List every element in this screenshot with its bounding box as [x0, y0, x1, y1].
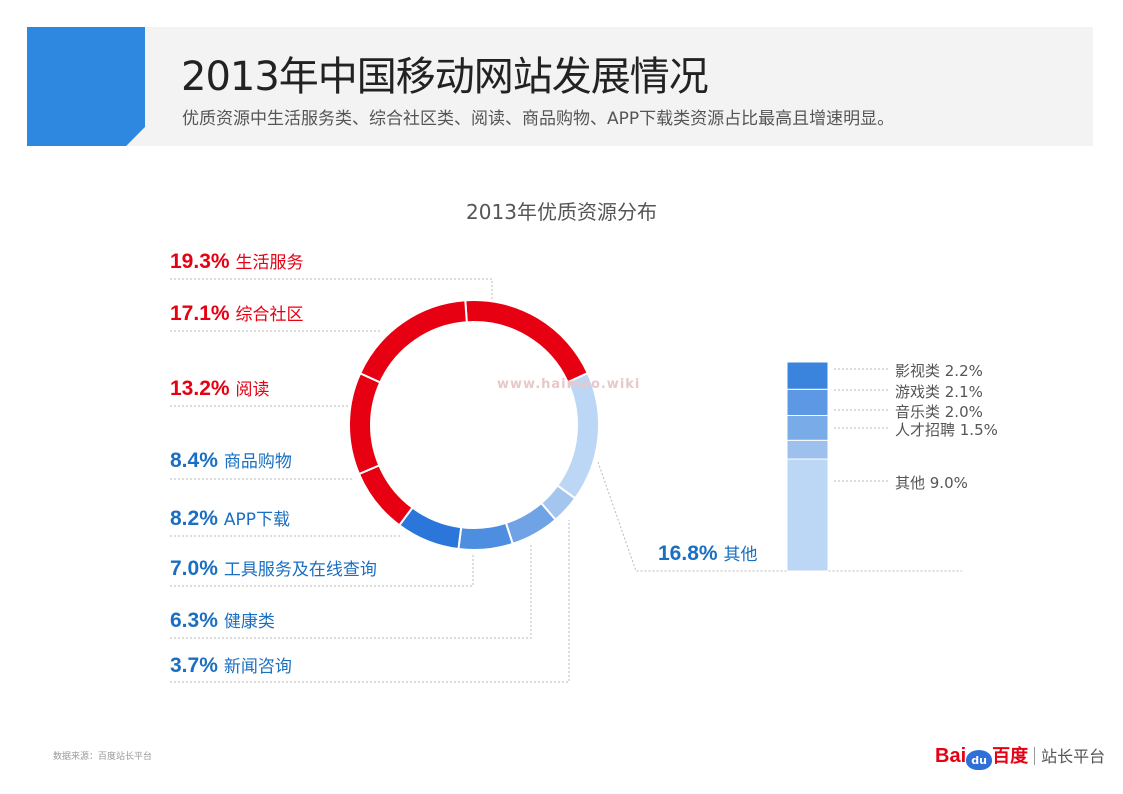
header-band — [27, 27, 1093, 146]
page-title: 2013年中国移动网站发展情况 — [181, 54, 709, 100]
bar-segment-music — [786, 414, 829, 441]
label-community-name: 综合社区 — [235, 305, 304, 325]
label-community: 17.1% 综合社区 — [170, 300, 304, 326]
slice-community — [358, 299, 468, 384]
label-life-service: 19.3% 生活服务 — [170, 248, 304, 274]
label-shopping-name: 商品购物 — [223, 452, 292, 472]
label-reading-value: 13.2% — [170, 377, 230, 400]
label-other-name: 其他 — [723, 545, 758, 565]
brand-baidu-cn: 百度 — [992, 746, 1029, 767]
label-health-name: 健康类 — [223, 612, 275, 632]
label-life-service-value: 19.3% — [170, 250, 230, 273]
brand-bai: Bai — [935, 745, 967, 767]
label-app-download-name: APP下载 — [223, 510, 291, 530]
label-tools-value: 7.0% — [170, 557, 218, 580]
baidu-brand: Bai du 百度 站长平台 — [935, 742, 1105, 770]
source-note: 数据来源：百度站长平台 — [53, 752, 153, 762]
leader-life-service — [170, 278, 493, 300]
label-game: 游戏类 2.1% — [895, 383, 983, 401]
label-misc: 其他 9.0% — [895, 474, 968, 492]
other-breakdown-bar — [786, 361, 829, 572]
chart-title: 2013年优质资源分布 — [466, 200, 657, 224]
label-health: 6.3% 健康类 — [170, 607, 275, 633]
other-breakdown-leaders — [834, 368, 890, 482]
slice-tools — [457, 521, 514, 551]
label-app-download-value: 8.2% — [170, 507, 218, 530]
header-accent-block — [27, 27, 145, 146]
label-music: 音乐类 2.0% — [895, 403, 983, 421]
label-recruiting: 人才招聘 1.5% — [895, 421, 998, 439]
label-tools: 7.0% 工具服务及在线查询 — [170, 555, 377, 581]
label-life-service-name: 生活服务 — [235, 253, 304, 273]
label-reading: 13.2% 阅读 — [170, 375, 270, 401]
bar-segment-misc — [786, 458, 829, 572]
label-health-value: 6.3% — [170, 609, 218, 632]
label-other-value: 16.8% — [658, 542, 718, 565]
label-news-name: 新闻咨询 — [223, 657, 292, 677]
label-reading-name: 阅读 — [235, 380, 270, 400]
paw-logo-icon: du — [966, 750, 993, 770]
label-film: 影视类 2.2% — [895, 362, 983, 380]
slice-reading — [348, 371, 382, 476]
label-community-value: 17.1% — [170, 302, 230, 325]
leader-other — [597, 461, 962, 572]
bar-segment-film — [786, 361, 829, 390]
bar-segment-recruiting — [786, 439, 829, 460]
slice-life-service — [464, 299, 590, 384]
page-subtitle: 优质资源中生活服务类、综合社区类、阅读、商品购物、APP下载类资源占比最高且增速… — [182, 109, 895, 129]
leader-health — [170, 545, 532, 639]
donut-slices — [348, 299, 600, 551]
leader-tools — [170, 553, 474, 587]
bar-segment-game — [786, 388, 829, 416]
watermark: www.haimao.wiki — [497, 377, 641, 392]
leader-news — [170, 520, 570, 683]
label-shopping-value: 8.4% — [170, 449, 218, 472]
slice-shopping — [357, 464, 414, 527]
label-news-value: 3.7% — [170, 654, 218, 677]
label-shopping: 8.4% 商品购物 — [170, 447, 292, 473]
label-news: 3.7% 新闻咨询 — [170, 652, 292, 678]
label-other: 16.8% 其他 — [658, 540, 758, 566]
label-app-download: 8.2% APP下载 — [170, 505, 290, 531]
label-tools-name: 工具服务及在线查询 — [223, 560, 377, 580]
brand-divider — [1034, 747, 1036, 765]
leader-lines — [170, 278, 962, 683]
brand-platform: 站长平台 — [1041, 747, 1106, 766]
